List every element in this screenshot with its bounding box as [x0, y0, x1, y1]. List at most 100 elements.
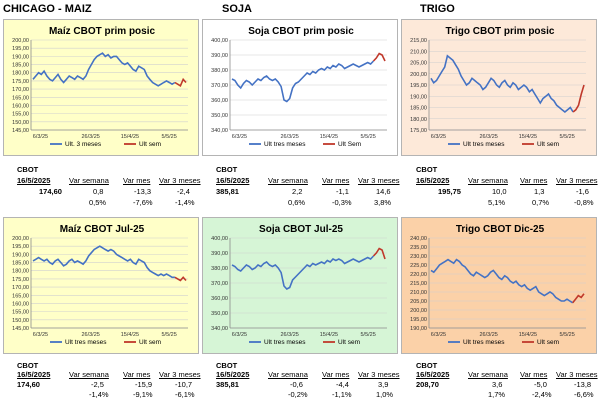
y-tick-label: 195,00 [12, 244, 29, 250]
stats-header-3m: Var 3 meses [556, 176, 598, 185]
stats-pct-week: -0,2% [288, 390, 308, 399]
y-tick-label: 200,00 [12, 38, 29, 44]
x-tick-label: 5/5/25 [162, 134, 177, 140]
x-tick-label: 26/3/25 [479, 332, 497, 338]
stats-market: CBOT [17, 165, 39, 174]
chart-svg: Maíz CBOT prim posic 200,00 195,00 190,00 18… [12, 26, 188, 148]
stats-var-3m: -1,6 [576, 187, 589, 196]
y-tick-label: 175,00 [12, 277, 29, 283]
y-tick-label: 220,00 [410, 272, 427, 278]
y-tick-label: 380,00 [211, 68, 228, 74]
y-tick-label: 225,00 [410, 263, 427, 269]
stats-header-3m: Var 3 meses [159, 370, 201, 379]
stats-pct-month: -7,6% [133, 198, 153, 207]
y-tick-label: 155,00 [12, 310, 29, 316]
x-tick-label: 5/5/25 [560, 332, 575, 338]
stats-var-week: 3,6 [492, 380, 503, 389]
stats-pct-month: -1,1% [332, 390, 352, 399]
y-tick-label: 370,00 [211, 83, 228, 89]
x-tick-label: 5/5/25 [162, 332, 177, 338]
stats-pct-3m: -0,8% [574, 198, 594, 207]
y-tick-label: 205,00 [410, 61, 427, 67]
stats-pct-3m: -6,6% [574, 390, 594, 399]
stats-var-week: -2,5 [91, 380, 104, 389]
series-line-3-months [231, 255, 375, 290]
stats-var-week: 2,2 [292, 187, 303, 196]
y-tick-label: 170,00 [12, 87, 29, 93]
y-tick-label: 180,00 [410, 117, 427, 123]
y-tick-label: 195,00 [410, 317, 427, 323]
stats-pct-week: -1,4% [89, 390, 109, 399]
series-line-last-week [372, 247, 386, 260]
x-tick-label: 15/4/25 [320, 332, 338, 338]
y-tick-label: 175,00 [410, 128, 427, 134]
x-tick-label: 15/4/25 [519, 134, 537, 140]
chart-svg: Maíz CBOT Jul-25 200,00 195,00 190,00 185,00… [12, 224, 188, 346]
chart-svg: Trigo CBOT Dic-25 240,00 235,00 230,00 225,0… [410, 224, 586, 346]
stats-market: CBOT [416, 165, 438, 174]
stats-header-week: Var semana [69, 176, 109, 185]
stats-price: 174,60 [17, 380, 40, 389]
legend-label-last-week: Ult sem [338, 339, 360, 346]
chart-panel-trigo-prim: Trigo CBOT prim posic 215,00 210,00 205,00 2… [401, 19, 597, 156]
y-tick-label: 390,00 [211, 251, 228, 257]
stats-var-3m: -2,4 [177, 187, 190, 196]
y-tick-label: 175,00 [12, 79, 29, 85]
stats-market: CBOT [216, 361, 238, 370]
series-line-3-months [430, 54, 574, 114]
y-tick-label: 185,00 [12, 63, 29, 69]
series-line-last-week [174, 77, 187, 87]
chart-svg: Trigo CBOT prim posic 215,00 210,00 205,00 2… [410, 26, 586, 148]
y-tick-label: 340,00 [211, 326, 228, 332]
stats-var-month: -5,0 [534, 380, 547, 389]
stats-date: 16/5/2025 [216, 176, 250, 185]
y-tick-label: 390,00 [211, 53, 228, 59]
stats-header-week: Var semana [268, 176, 308, 185]
legend-label-3-months: Ult tres meses [65, 339, 107, 346]
y-tick-label: 160,00 [12, 103, 29, 109]
stats-pct-month: -0,3% [332, 198, 352, 207]
chart-title: Maíz CBOT prim posic [49, 26, 156, 37]
y-tick-label: 370,00 [211, 281, 228, 287]
y-tick-label: 165,00 [12, 95, 29, 101]
stats-header-month: Var mes [123, 370, 151, 379]
x-tick-label: 26/3/25 [280, 134, 298, 140]
stats-var-month: 1,3 [534, 187, 545, 196]
chart-svg: Soja CBOT prim posic 400,00 390,00 380,00 37… [211, 26, 387, 148]
x-tick-label: 5/5/25 [560, 134, 575, 140]
stats-header-3m: Var 3 meses [159, 176, 201, 185]
x-tick-label: 6/3/25 [431, 332, 446, 338]
chart-panel-trigo-dic: Trigo CBOT Dic-25 240,00 235,00 230,00 225,0… [401, 217, 597, 354]
stats-pct-month: -2,4% [532, 390, 552, 399]
legend-label-last-week: Ult sem [139, 141, 161, 148]
x-tick-label: 15/4/25 [121, 332, 139, 338]
y-tick-label: 210,00 [410, 49, 427, 55]
y-tick-label: 180,00 [12, 71, 29, 77]
stats-var-3m: 3,9 [378, 380, 389, 389]
series-line-3-months [32, 245, 175, 279]
y-tick-label: 230,00 [410, 254, 427, 260]
chart-panel-soja-jul: Soja CBOT Jul-25 400,00 390,00 380,00 370,00… [202, 217, 398, 354]
chart-title: Soja CBOT Jul-25 [259, 224, 343, 235]
x-tick-label: 6/3/25 [232, 332, 247, 338]
stats-header-week: Var semana [268, 370, 308, 379]
stats-maiz-prim: CBOT 16/5/2025 Var semana Var mes Var 3 … [17, 165, 201, 213]
y-tick-label: 195,00 [410, 83, 427, 89]
chart-title: Trigo CBOT Dic-25 [456, 224, 545, 235]
section-title-trigo: TRIGO [420, 3, 455, 15]
x-tick-label: 5/5/25 [361, 134, 376, 140]
stats-var-month: -13,3 [134, 187, 152, 196]
stats-var-3m: -13,8 [574, 380, 592, 389]
y-tick-label: 360,00 [211, 296, 228, 302]
x-tick-label: 6/3/25 [33, 332, 48, 338]
stats-trigo-dic: CBOT 16/5/2025 Var semana Var mes Var 3 … [416, 361, 600, 404]
chart-panel-maiz-prim: Maíz CBOT prim posic 200,00 195,00 190,00 18… [3, 19, 199, 156]
y-tick-label: 380,00 [211, 266, 228, 272]
legend-label-3-months: Ult. 3 meses [65, 141, 102, 148]
stats-pct-3m: 3,8% [374, 198, 392, 207]
y-tick-label: 400,00 [211, 236, 228, 242]
y-tick-label: 155,00 [12, 112, 29, 118]
stats-var-month: -4,4 [336, 380, 349, 389]
stats-header-week: Var semana [69, 370, 109, 379]
legend-label-last-week: Ult sem [537, 339, 559, 346]
